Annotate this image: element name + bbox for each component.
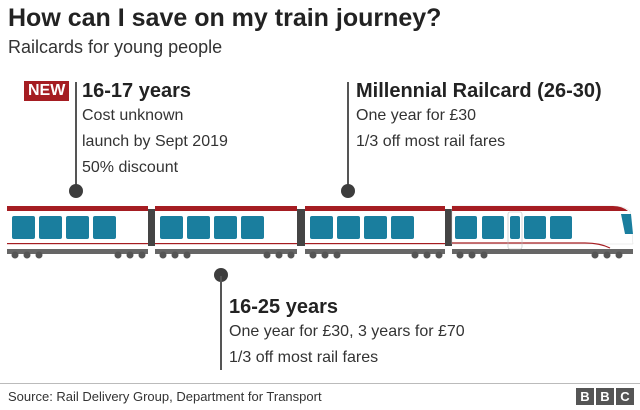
wheel xyxy=(309,251,317,259)
door xyxy=(507,211,523,250)
car-stripe xyxy=(7,243,148,245)
wheel xyxy=(263,251,271,259)
logo-letter: C xyxy=(616,388,634,405)
car-roof xyxy=(7,206,148,211)
logo-letter: B xyxy=(576,388,594,405)
windscreen xyxy=(621,214,633,234)
bbc-logo: B B C xyxy=(576,388,634,405)
car-connector xyxy=(297,209,305,246)
car-stripe xyxy=(305,243,445,245)
source-text: Source: Rail Delivery Group, Department … xyxy=(8,389,322,404)
window xyxy=(337,216,360,239)
callout-dot xyxy=(214,268,228,282)
window xyxy=(241,216,264,239)
car-roof xyxy=(452,206,628,211)
callout-line xyxy=(347,82,349,188)
subtitle: Railcards for young people xyxy=(8,37,223,57)
window xyxy=(524,216,546,239)
wheel xyxy=(11,251,19,259)
page-title: How can I save on my train journey? xyxy=(8,4,442,32)
wheel xyxy=(275,251,283,259)
wheel xyxy=(114,251,122,259)
callout-dot xyxy=(69,184,83,198)
wheel xyxy=(435,251,443,259)
window xyxy=(364,216,387,239)
callout-heading-16-25: 16-25 years xyxy=(229,296,338,318)
wheel xyxy=(333,251,341,259)
car-base xyxy=(305,249,445,254)
window xyxy=(482,216,504,239)
wheel xyxy=(159,251,167,259)
wheel xyxy=(23,251,31,259)
callout-heading-millennial: Millennial Railcard (26-30) xyxy=(356,80,602,102)
window xyxy=(160,216,183,239)
wheel xyxy=(321,251,329,259)
wheel xyxy=(603,251,611,259)
car-base xyxy=(452,249,633,254)
callout-text: 1/3 off most rail fares xyxy=(229,349,379,366)
window xyxy=(214,216,237,239)
callout-text: 1/3 off most rail fares xyxy=(356,133,506,150)
wheel xyxy=(411,251,419,259)
window xyxy=(39,216,62,239)
window xyxy=(455,216,477,239)
callout-text: launch by Sept 2019 xyxy=(82,133,228,150)
callout-text: One year for £30 xyxy=(356,107,477,124)
wheel xyxy=(591,251,599,259)
wheel xyxy=(468,251,476,259)
wheel xyxy=(287,251,295,259)
wheel xyxy=(615,251,623,259)
car-connector xyxy=(148,209,155,246)
footer-divider xyxy=(0,383,640,384)
callout-line xyxy=(220,276,222,370)
wheel xyxy=(480,251,488,259)
train-illustration xyxy=(7,205,634,259)
window xyxy=(391,216,414,239)
wheel xyxy=(138,251,146,259)
window xyxy=(12,216,35,239)
callout-text: One year for £30, 3 years for £70 xyxy=(229,323,465,340)
callout-heading-16-17: 16-17 years xyxy=(82,80,191,102)
callout-text: 50% discount xyxy=(82,159,179,176)
car-stripe xyxy=(452,242,611,249)
car-connector xyxy=(445,209,452,246)
window xyxy=(93,216,116,239)
wheel xyxy=(126,251,134,259)
window xyxy=(66,216,89,239)
car-roof xyxy=(155,206,297,211)
logo-letter: B xyxy=(596,388,614,405)
window xyxy=(510,216,520,239)
callout-line xyxy=(75,82,77,188)
car-base xyxy=(7,249,148,254)
window xyxy=(187,216,210,239)
car-stripe xyxy=(155,243,297,245)
wheel xyxy=(423,251,431,259)
window xyxy=(550,216,572,239)
callout-dot xyxy=(341,184,355,198)
wheel xyxy=(35,251,43,259)
car-base xyxy=(155,249,297,254)
wheel xyxy=(183,251,191,259)
wheel xyxy=(456,251,464,259)
car-roof xyxy=(305,206,445,211)
callout-text: Cost unknown xyxy=(82,107,184,124)
window xyxy=(310,216,333,239)
new-badge: NEW xyxy=(24,81,70,101)
wheel xyxy=(171,251,179,259)
